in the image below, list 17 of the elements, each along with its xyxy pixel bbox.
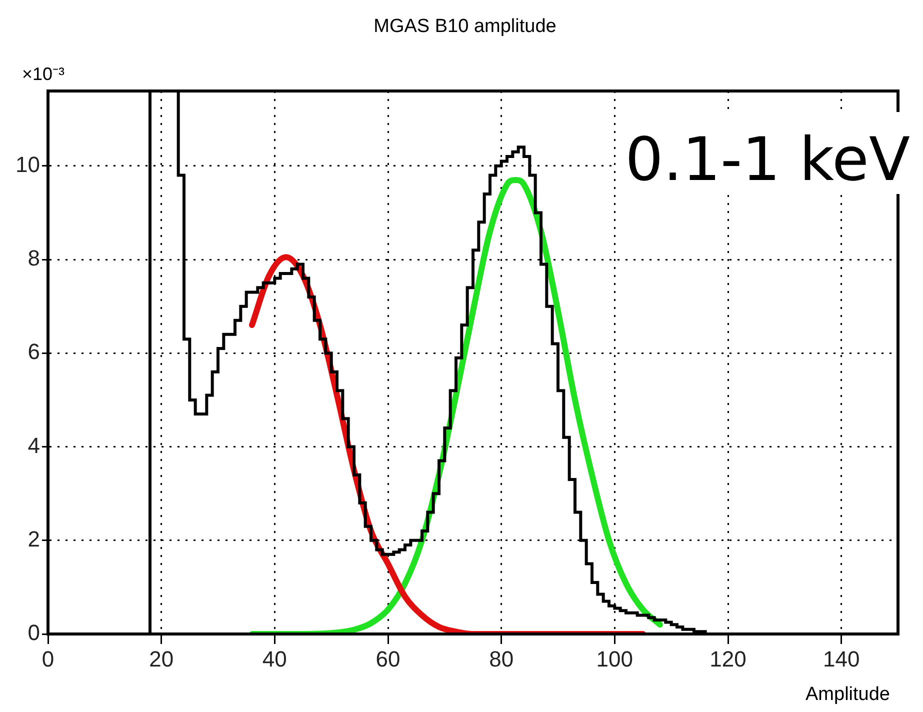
x-tick-label: 40 xyxy=(262,646,287,672)
annotation: 0.1-1 keV xyxy=(625,125,910,195)
x-tick-label: 60 xyxy=(376,646,400,672)
y-tick-label: 8 xyxy=(28,246,40,271)
y-tick-label: 4 xyxy=(28,432,40,458)
y-axis-title: ×10⁻³ xyxy=(22,64,65,84)
x-tick-label: 20 xyxy=(149,646,174,672)
x-tick-label: 140 xyxy=(822,646,860,672)
y-tick-label: 10 xyxy=(16,152,40,177)
x-tick-label: 120 xyxy=(710,646,746,672)
x-tick-label: 80 xyxy=(489,646,514,672)
y-tick-label: 0 xyxy=(28,620,40,646)
x-axis-title: Amplitude xyxy=(806,684,890,705)
y-tick-label: 6 xyxy=(28,339,40,364)
y-tick-label: 2 xyxy=(28,526,40,552)
x-tick-label: 100 xyxy=(596,646,634,672)
chart-title: MGAS B10 amplitude xyxy=(374,16,556,37)
